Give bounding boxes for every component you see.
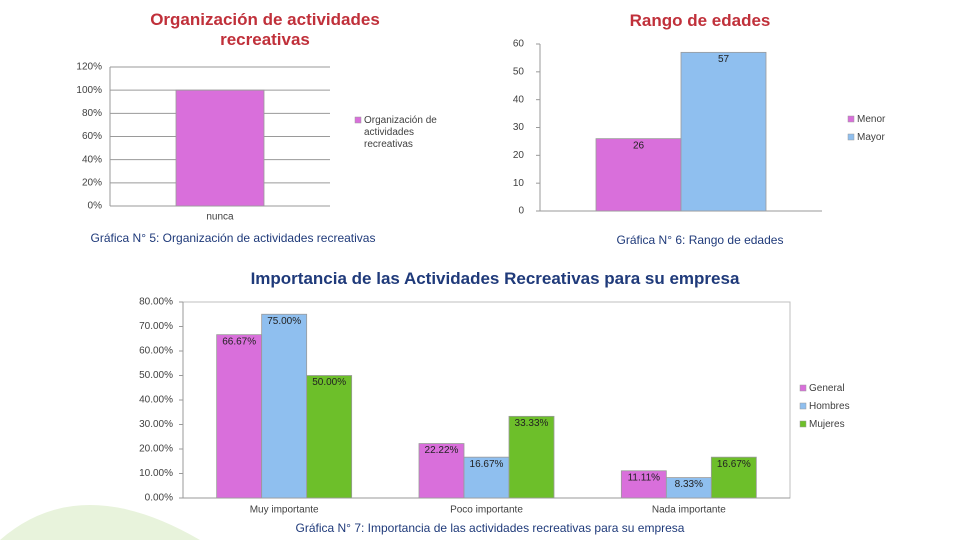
y-tick-label: 20.00% [139,444,173,455]
y-tick-label: 0 [518,206,524,217]
x-tick-label: nunca [206,212,234,223]
bar [595,138,682,212]
y-tick-label: 50.00% [139,370,173,381]
y-tick-label: 60 [513,39,525,50]
y-tick-label: 10.00% [139,468,173,479]
data-label: 75.00% [267,316,301,327]
legend-label: Hombres [809,401,850,412]
legend-marker [799,402,807,410]
bar [620,470,667,499]
bar [710,456,757,499]
data-label: 26 [633,140,645,151]
bar [306,375,353,499]
chart-caption: Gráfica N° 7: Importancia de las activid… [295,521,685,535]
legend-label: General [809,383,845,394]
chart-title: Importancia de las Actividades Recreativ… [250,269,740,288]
data-label: 16.67% [470,459,504,470]
legend-marker [847,115,855,123]
legend-label: Organización de actividades recreativas [364,115,437,150]
legend-label: Mujeres [809,419,845,430]
x-tick-label: Poco importante [450,505,523,516]
legend-marker [799,384,807,392]
x-tick-label: Muy importante [250,505,319,516]
chart-title: Rango de edades [629,11,771,30]
x-tick-label: Nada importante [652,505,726,516]
y-tick-label: 10 [513,178,525,189]
y-tick-label: 60% [82,131,102,142]
y-tick-label: 50 [513,66,525,77]
bar [216,334,263,499]
y-tick-label: 80% [82,108,102,119]
bar [261,313,308,499]
y-tick-label: 20 [513,150,525,161]
y-tick-label: 0% [88,201,103,212]
data-label: 50.00% [312,377,346,388]
y-tick-label: 40 [513,94,525,105]
y-tick-label: 30.00% [139,419,173,430]
y-tick-label: 80.00% [139,297,173,308]
data-label: 22.22% [425,445,459,456]
data-label: 66.67% [222,336,256,347]
y-tick-label: 40% [82,154,102,165]
y-tick-label: 120% [76,62,102,73]
bar [463,456,510,499]
y-tick-label: 0.00% [145,493,173,504]
legend-label: Menor [857,114,886,125]
chart-title: Organización de actividades recreativas [150,10,380,49]
y-tick-label: 30 [513,122,525,133]
y-tick-label: 20% [82,177,102,188]
data-label: 57 [718,54,730,65]
y-tick-label: 60.00% [139,346,173,357]
chart-caption: Gráfica N° 6: Rango de edades [616,233,784,247]
y-tick-label: 100% [76,85,102,96]
legend-marker [354,116,362,124]
bar [418,443,465,499]
y-tick-label: 70.00% [139,321,173,332]
bar [508,415,555,499]
data-label: 33.33% [515,418,549,429]
data-label: 16.67% [717,459,751,470]
legend-label: Mayor [857,132,885,143]
legend-marker [799,420,807,428]
data-label: 8.33% [675,479,703,490]
y-tick-label: 40.00% [139,395,173,406]
bar [175,89,265,207]
chart-caption: Gráfica N° 5: Organización de actividade… [90,231,376,245]
decoration [0,505,200,540]
data-label: 11.11% [628,472,661,483]
legend-marker [847,133,855,141]
bar [680,51,767,212]
